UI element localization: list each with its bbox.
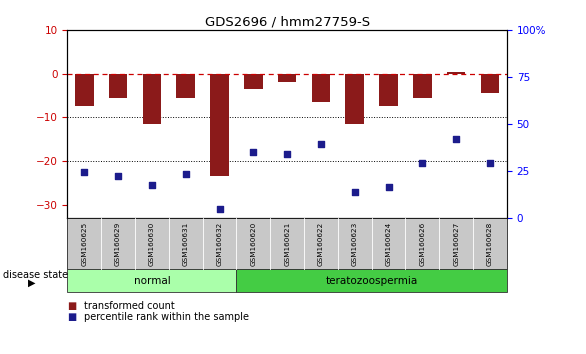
Point	[114, 173, 123, 179]
Text: GSM160631: GSM160631	[183, 221, 189, 266]
Text: GSM160625: GSM160625	[81, 221, 87, 266]
Text: GSM160622: GSM160622	[318, 221, 324, 266]
Bar	[481, 74, 499, 93]
Bar	[210, 74, 229, 176]
Bar	[312, 74, 331, 102]
Bar	[278, 74, 297, 82]
Bar	[142, 74, 161, 124]
Point	[418, 160, 427, 166]
Text: percentile rank within the sample: percentile rank within the sample	[84, 312, 249, 322]
Text: ■: ■	[67, 312, 77, 322]
Bar	[75, 74, 94, 107]
Point	[282, 152, 292, 157]
Text: ■: ■	[67, 301, 77, 311]
Text: disease state: disease state	[3, 270, 68, 280]
Title: GDS2696 / hmm27759-S: GDS2696 / hmm27759-S	[205, 16, 370, 29]
Bar	[176, 74, 195, 98]
Point	[451, 136, 461, 142]
Text: GSM160626: GSM160626	[420, 221, 425, 266]
Bar	[447, 72, 465, 74]
Point	[384, 184, 393, 190]
Point	[181, 171, 190, 177]
Text: GSM160620: GSM160620	[250, 221, 256, 266]
Bar	[379, 74, 398, 107]
Text: GSM160621: GSM160621	[284, 221, 290, 266]
Point	[147, 182, 156, 188]
Text: teratozoospermia: teratozoospermia	[326, 275, 418, 286]
Point	[80, 169, 89, 175]
Text: ▶: ▶	[28, 277, 36, 287]
Text: normal: normal	[134, 275, 171, 286]
Point	[350, 189, 359, 194]
Text: GSM160632: GSM160632	[216, 221, 223, 266]
Point	[485, 160, 495, 166]
Bar	[244, 74, 263, 89]
Text: GSM160623: GSM160623	[352, 221, 358, 266]
Bar	[413, 74, 432, 98]
Point	[215, 206, 224, 212]
Text: GSM160629: GSM160629	[115, 221, 121, 266]
Text: GSM160624: GSM160624	[386, 221, 391, 266]
Text: GSM160630: GSM160630	[149, 221, 155, 266]
Point	[316, 141, 326, 146]
Text: GSM160628: GSM160628	[487, 221, 493, 266]
Text: transformed count: transformed count	[84, 301, 175, 311]
Point	[248, 149, 258, 155]
Text: GSM160627: GSM160627	[453, 221, 459, 266]
Bar	[346, 74, 364, 124]
Bar	[109, 74, 127, 98]
